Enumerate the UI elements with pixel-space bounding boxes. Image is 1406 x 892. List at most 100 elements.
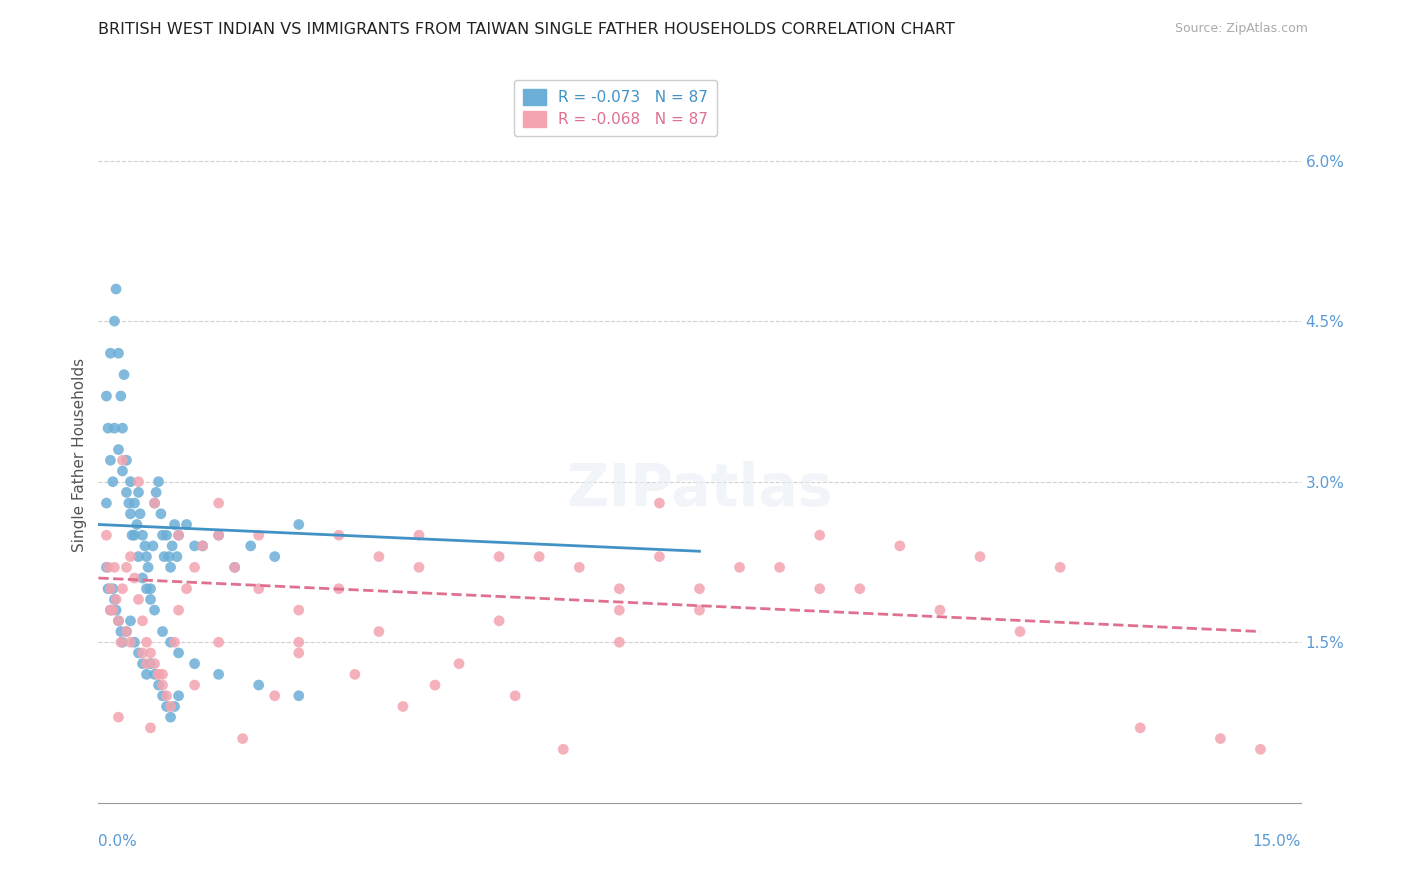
- Point: [159, 635, 181, 649]
- Text: BRITISH WEST INDIAN VS IMMIGRANTS FROM TAIWAN SINGLE FATHER HOUSEHOLDS CORRELATI: BRITISH WEST INDIAN VS IMMIGRANTS FROM T…: [98, 22, 955, 37]
- Point: [609, 582, 631, 596]
- Point: [118, 496, 141, 510]
- Point: [288, 635, 311, 649]
- Point: [121, 528, 143, 542]
- Point: [167, 646, 190, 660]
- Point: [247, 528, 270, 542]
- Point: [139, 646, 162, 660]
- Point: [110, 624, 132, 639]
- Point: [166, 549, 188, 564]
- Point: [155, 699, 177, 714]
- Point: [139, 657, 162, 671]
- Point: [124, 528, 146, 542]
- Point: [135, 582, 157, 596]
- Point: [107, 346, 129, 360]
- Point: [408, 560, 430, 574]
- Point: [131, 528, 153, 542]
- Point: [131, 657, 153, 671]
- Point: [152, 678, 174, 692]
- Point: [183, 678, 205, 692]
- Point: [288, 603, 311, 617]
- Point: [120, 549, 142, 564]
- Point: [111, 635, 134, 649]
- Point: [648, 549, 671, 564]
- Point: [139, 721, 162, 735]
- Point: [155, 689, 177, 703]
- Point: [124, 496, 146, 510]
- Point: [100, 346, 122, 360]
- Point: [148, 678, 170, 692]
- Point: [176, 582, 198, 596]
- Point: [929, 603, 952, 617]
- Point: [115, 624, 138, 639]
- Point: [135, 635, 157, 649]
- Point: [263, 689, 285, 703]
- Point: [152, 624, 174, 639]
- Point: [368, 549, 391, 564]
- Point: [152, 667, 174, 681]
- Point: [183, 560, 205, 574]
- Point: [145, 485, 167, 500]
- Point: [142, 539, 165, 553]
- Point: [101, 603, 124, 617]
- Point: [208, 667, 231, 681]
- Point: [103, 592, 125, 607]
- Point: [447, 657, 470, 671]
- Point: [100, 453, 122, 467]
- Point: [224, 560, 246, 574]
- Point: [100, 582, 122, 596]
- Point: [120, 475, 142, 489]
- Point: [689, 582, 711, 596]
- Point: [889, 539, 911, 553]
- Point: [128, 646, 150, 660]
- Point: [128, 485, 150, 500]
- Point: [115, 624, 138, 639]
- Point: [131, 571, 153, 585]
- Point: [152, 689, 174, 703]
- Point: [208, 496, 231, 510]
- Point: [423, 678, 446, 692]
- Point: [139, 582, 162, 596]
- Point: [115, 453, 138, 467]
- Point: [1209, 731, 1232, 746]
- Point: [159, 710, 181, 724]
- Point: [183, 539, 205, 553]
- Point: [163, 699, 186, 714]
- Point: [105, 603, 128, 617]
- Text: Source: ZipAtlas.com: Source: ZipAtlas.com: [1174, 22, 1308, 36]
- Point: [191, 539, 214, 553]
- Point: [96, 496, 118, 510]
- Point: [488, 614, 510, 628]
- Point: [115, 485, 138, 500]
- Point: [224, 560, 246, 574]
- Point: [1049, 560, 1071, 574]
- Point: [1250, 742, 1272, 756]
- Point: [115, 560, 138, 574]
- Point: [107, 614, 129, 628]
- Point: [129, 507, 152, 521]
- Point: [96, 389, 118, 403]
- Point: [167, 689, 190, 703]
- Point: [689, 603, 711, 617]
- Point: [139, 592, 162, 607]
- Point: [163, 635, 186, 649]
- Point: [111, 582, 134, 596]
- Point: [149, 507, 172, 521]
- Point: [529, 549, 551, 564]
- Point: [143, 667, 166, 681]
- Text: ZIPatlas: ZIPatlas: [567, 461, 832, 518]
- Point: [609, 635, 631, 649]
- Point: [328, 528, 350, 542]
- Point: [163, 517, 186, 532]
- Point: [183, 657, 205, 671]
- Point: [111, 464, 134, 478]
- Point: [143, 496, 166, 510]
- Point: [105, 592, 128, 607]
- Point: [107, 614, 129, 628]
- Point: [143, 496, 166, 510]
- Point: [408, 528, 430, 542]
- Point: [111, 453, 134, 467]
- Point: [288, 517, 311, 532]
- Point: [159, 560, 181, 574]
- Point: [105, 282, 128, 296]
